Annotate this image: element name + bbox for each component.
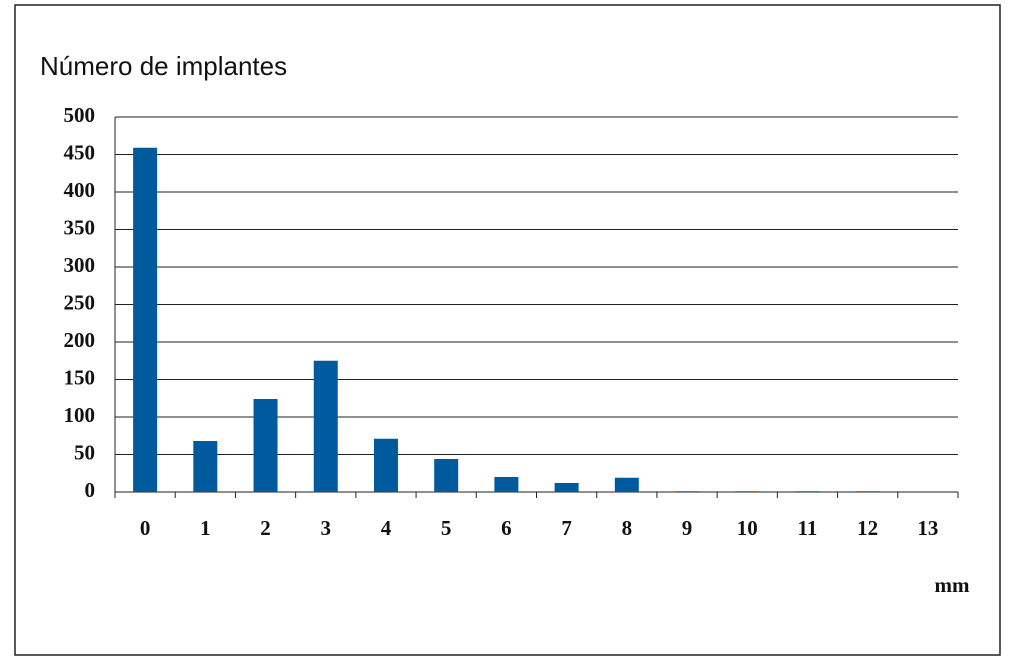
y-tick-label: 400 (64, 178, 96, 202)
bar (675, 491, 700, 492)
bar (313, 360, 338, 492)
x-tick-label: 0 (140, 516, 151, 540)
x-tick-label: 11 (798, 516, 818, 540)
bar (614, 477, 639, 492)
bar (735, 491, 760, 492)
y-tick-label: 200 (64, 328, 96, 352)
x-tick-label: 8 (622, 516, 633, 540)
x-tick-label: 3 (321, 516, 332, 540)
x-tick-label: 13 (917, 516, 938, 540)
x-tick-label: 12 (857, 516, 878, 540)
x-tick-label: 7 (561, 516, 572, 540)
x-tick-label: 4 (381, 516, 392, 540)
x-tick-label: 2 (260, 516, 271, 540)
y-tick-label: 300 (64, 253, 96, 277)
y-tick-label: 250 (64, 290, 96, 314)
frame (14, 4, 1001, 656)
bar (133, 147, 158, 492)
bar (795, 491, 820, 492)
bar (494, 477, 519, 492)
bar (855, 491, 880, 492)
y-tick-label: 500 (64, 103, 96, 127)
x-tick-label: 9 (682, 516, 693, 540)
y-tick-label: 350 (64, 215, 96, 239)
bar (554, 483, 579, 492)
x-tick-label: 5 (441, 516, 452, 540)
x-axis-label: mm (935, 573, 970, 597)
y-tick-label: 100 (64, 403, 96, 427)
x-tick-label: 1 (200, 516, 211, 540)
chart-title: Número de implantes (40, 51, 287, 81)
y-tick-label: 0 (85, 478, 96, 502)
x-tick-label: 6 (501, 516, 512, 540)
y-tick-label: 450 (64, 140, 96, 164)
y-tick-label: 150 (64, 365, 96, 389)
y-tick-label: 50 (74, 440, 95, 464)
x-tick-label: 10 (737, 516, 758, 540)
bar (193, 441, 218, 492)
bar (373, 438, 398, 492)
bar (253, 399, 278, 492)
bar (434, 459, 459, 492)
